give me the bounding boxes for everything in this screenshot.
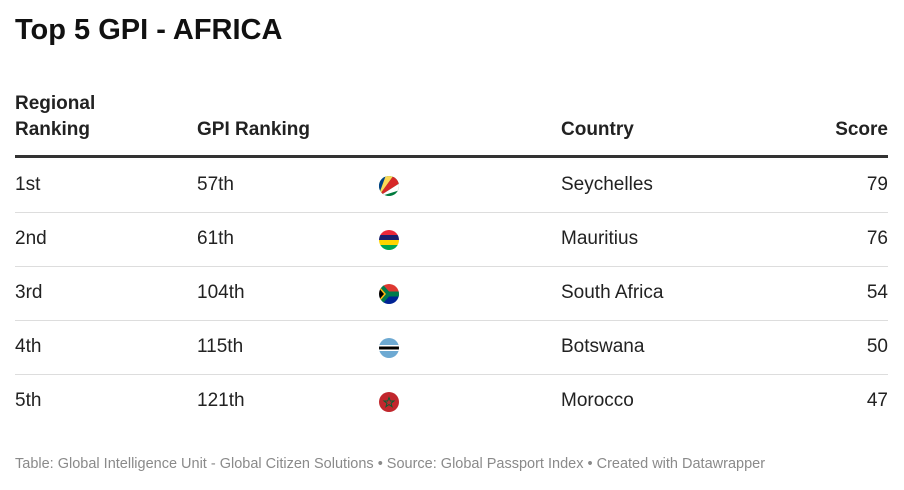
regional-ranking: 1st bbox=[15, 174, 41, 195]
row-divider bbox=[15, 320, 888, 321]
gpi-ranking: 115th bbox=[197, 336, 244, 357]
gpi-ranking: 61th bbox=[197, 228, 234, 249]
gpi-ranking: 121th bbox=[197, 390, 245, 411]
score: 54 bbox=[866, 282, 888, 303]
gpi-ranking: 104th bbox=[197, 282, 245, 303]
flag-botswana bbox=[379, 338, 399, 358]
row-divider bbox=[15, 266, 888, 267]
score: 76 bbox=[866, 228, 888, 249]
regional-ranking: 4th bbox=[15, 336, 42, 357]
title: Top 5 GPI - AFRICA bbox=[15, 14, 283, 46]
score: 47 bbox=[866, 390, 888, 411]
flag-morocco bbox=[379, 392, 399, 412]
country: South Africa bbox=[561, 282, 664, 303]
country: Botswana bbox=[561, 336, 645, 357]
column-header: Country bbox=[561, 119, 634, 140]
country: Seychelles bbox=[561, 174, 653, 195]
score: 50 bbox=[866, 336, 888, 357]
regional-ranking: 2nd bbox=[15, 228, 47, 249]
score: 79 bbox=[866, 174, 888, 195]
footer: Table: Global Intelligence Unit - Global… bbox=[15, 456, 766, 472]
flag-south-africa bbox=[379, 284, 399, 304]
gpi-ranking: 57th bbox=[197, 174, 234, 195]
column-header: Score bbox=[835, 119, 888, 140]
column-header: Regional Ranking bbox=[15, 93, 96, 140]
header-rule bbox=[15, 155, 888, 158]
flag-mauritius bbox=[379, 230, 399, 250]
row-divider bbox=[15, 374, 888, 375]
column-header: GPI Ranking bbox=[197, 119, 310, 140]
country: Mauritius bbox=[561, 228, 639, 249]
regional-ranking: 3rd bbox=[15, 282, 43, 303]
row-divider bbox=[15, 212, 888, 213]
flag-seychelles bbox=[379, 176, 399, 196]
country: Morocco bbox=[561, 390, 634, 411]
regional-ranking: 5th bbox=[15, 390, 42, 411]
